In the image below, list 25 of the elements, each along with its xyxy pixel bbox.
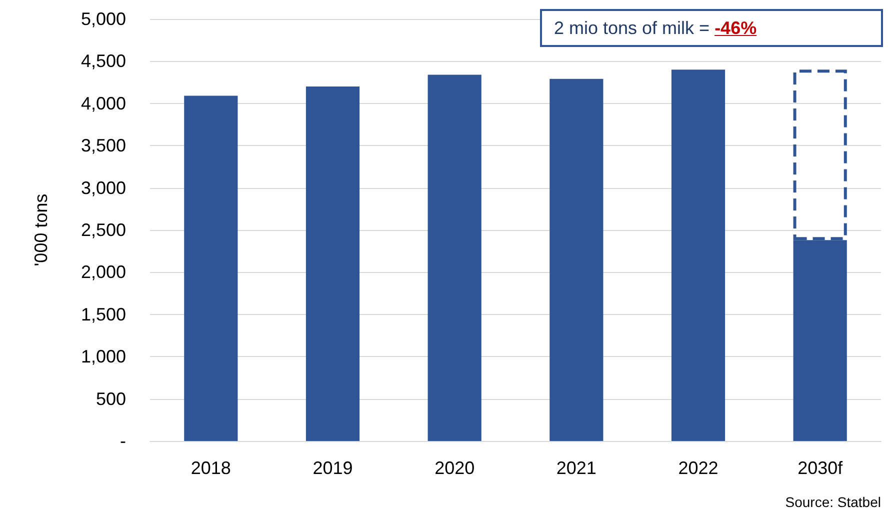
bar (184, 96, 238, 441)
y-tick-label: 3,000 (80, 178, 126, 198)
source-note: Source: Statbel (785, 494, 881, 510)
y-tick-label: 4,500 (80, 51, 126, 72)
y-tick-label: 1,000 (80, 346, 126, 367)
y-tick-label: 1,500 (80, 304, 126, 324)
callout-box: 2 mio tons of milk = -46% (540, 9, 883, 47)
y-axis-title: '000 tons (31, 194, 51, 266)
bar (428, 74, 482, 441)
y-tick-label: 2,000 (80, 262, 126, 282)
x-tick-label: 2020 (434, 458, 475, 478)
x-tick-label: 2019 (312, 458, 353, 478)
y-tick-label: - (120, 431, 126, 451)
y-tick-label: 500 (96, 388, 126, 409)
y-tick-label: 3,500 (80, 136, 126, 156)
bar (306, 86, 360, 441)
x-tick-label: 2018 (190, 458, 231, 478)
y-tick-label: 4,000 (80, 93, 126, 114)
x-tick-label: 2030f (798, 458, 844, 478)
bar (671, 70, 726, 441)
x-tick-label: 2022 (678, 458, 718, 478)
bar (550, 78, 604, 441)
y-tick-label: 5,000 (80, 9, 126, 29)
y-tick-label: 2,500 (80, 220, 126, 240)
x-tick-label: 2021 (556, 458, 596, 478)
